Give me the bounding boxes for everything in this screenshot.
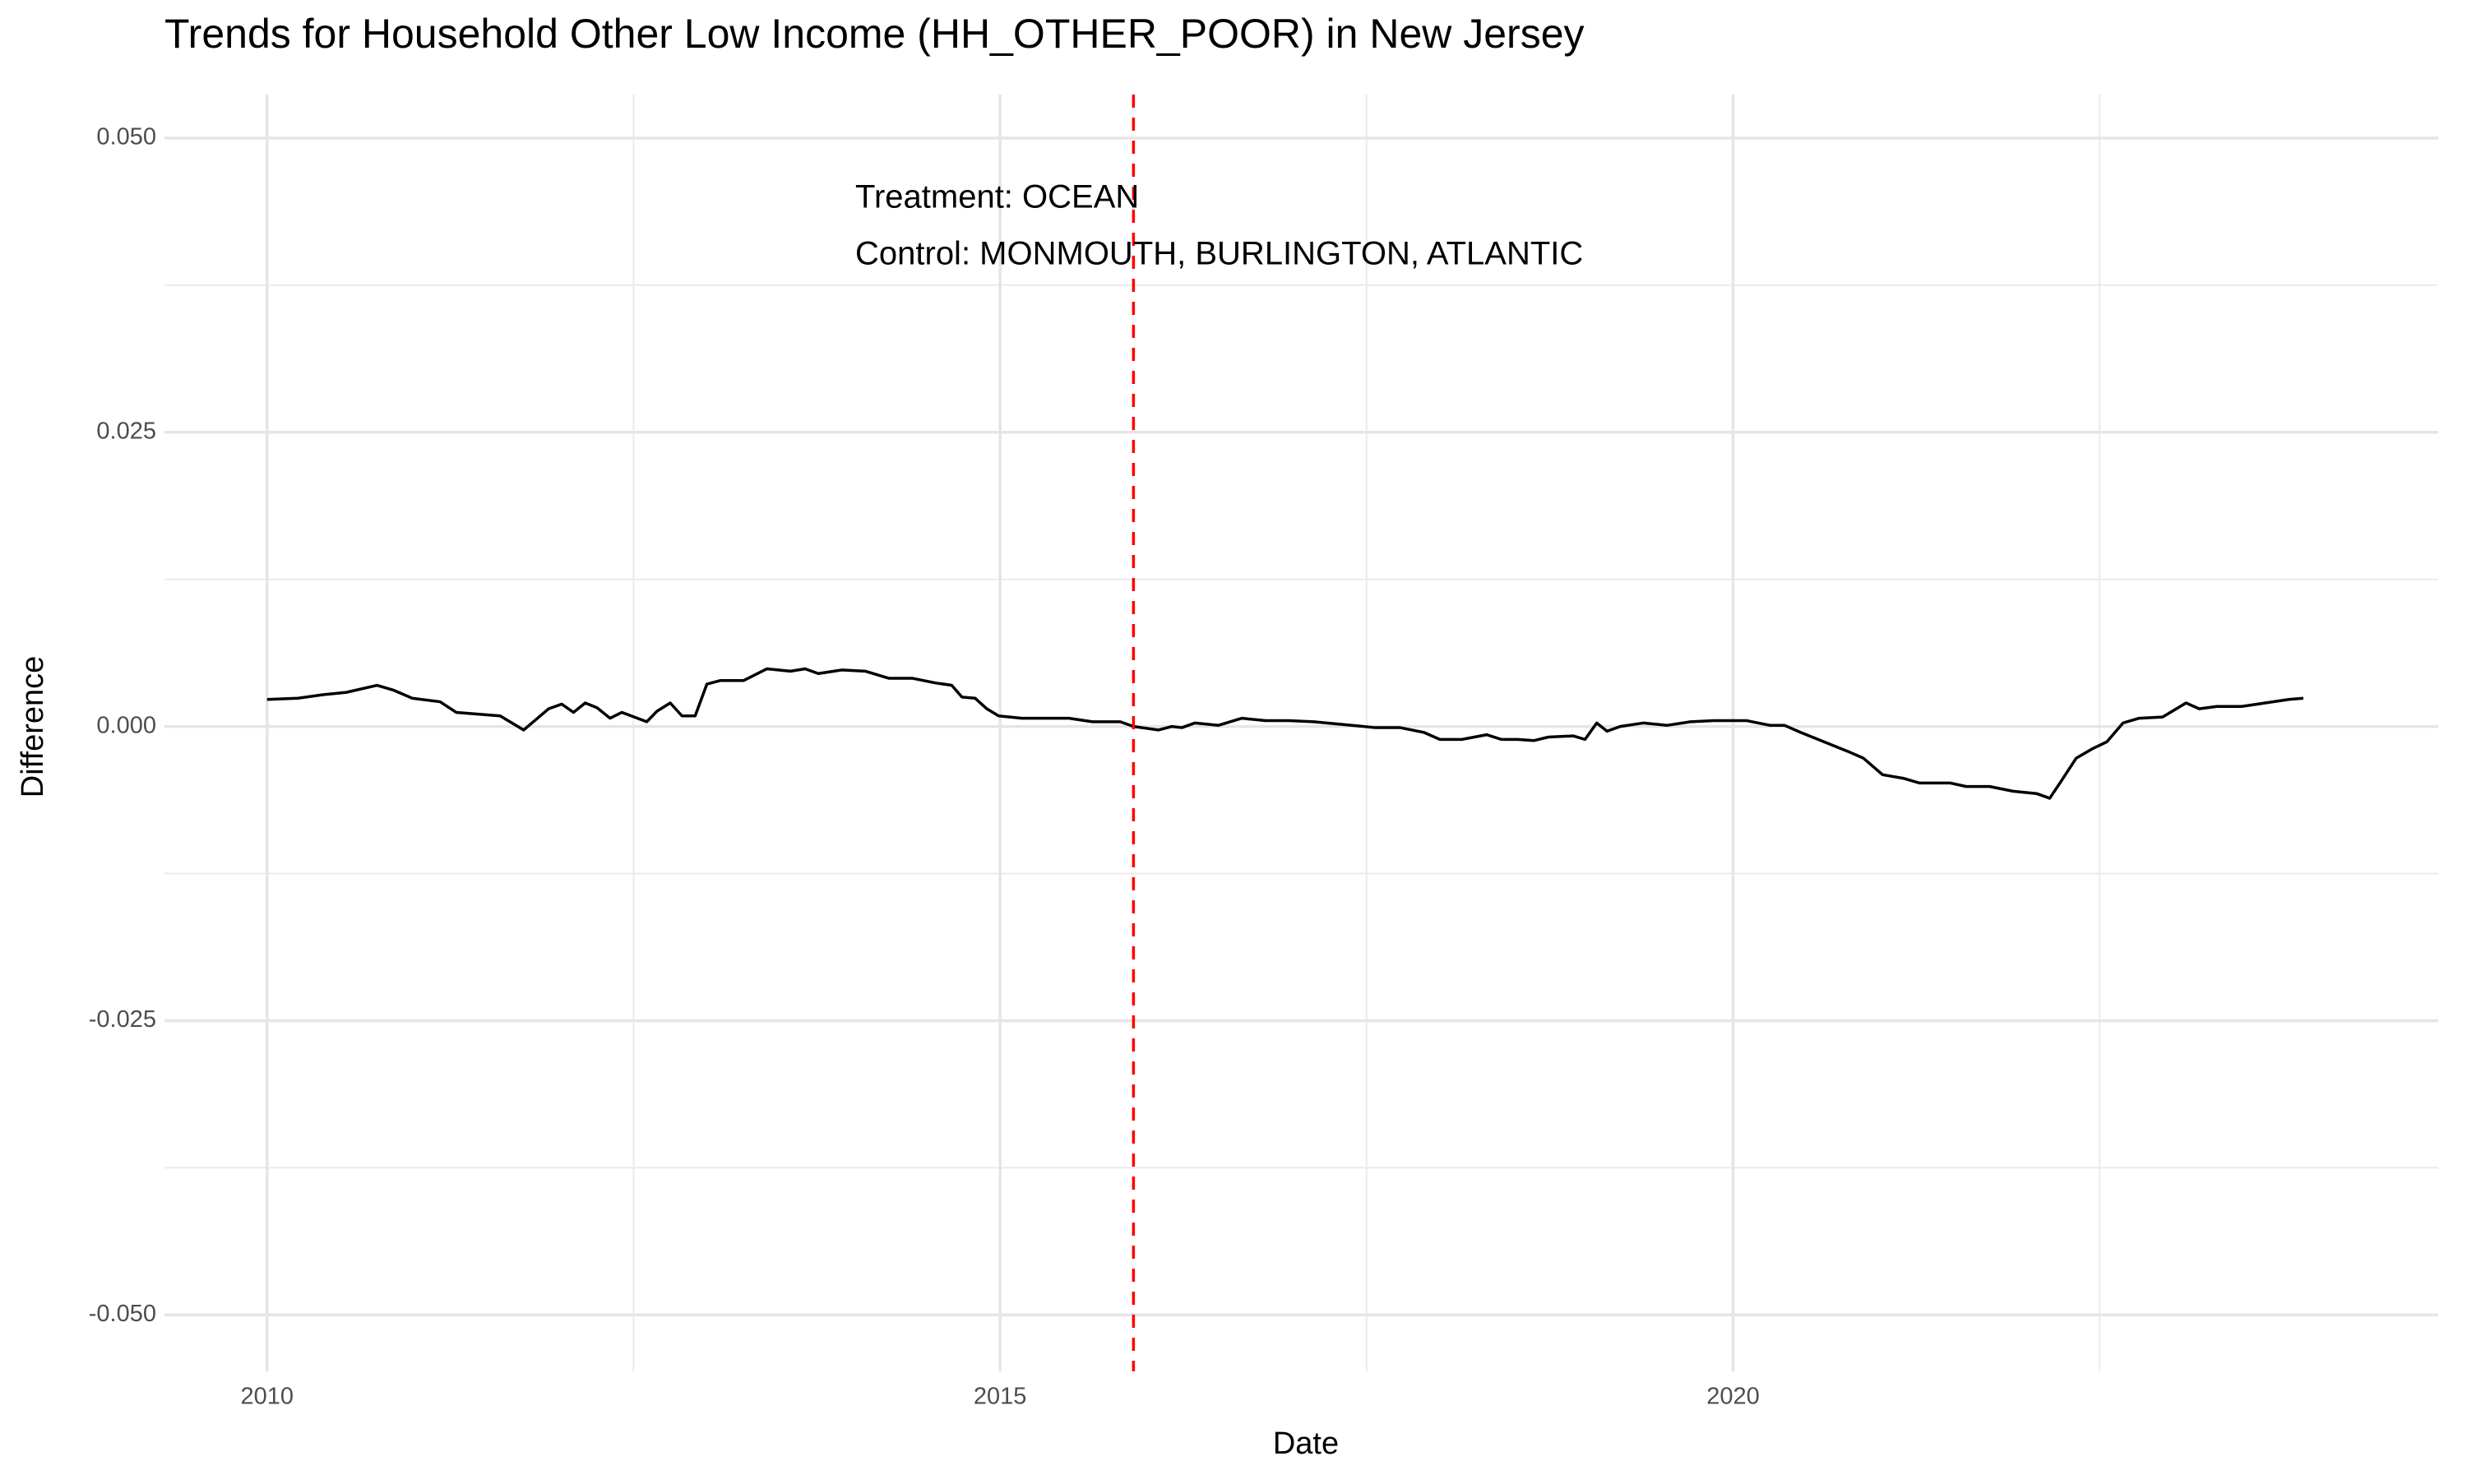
plot-area	[266, 95, 2304, 1371]
data-line	[266, 667, 2304, 800]
y-tick-label: 0.000	[96, 712, 156, 738]
y-tick-label: -0.025	[89, 1006, 156, 1033]
y-axis-title: Difference	[16, 656, 50, 798]
grid	[164, 95, 2438, 1371]
chart-title: Trends for Household Other Low Income (H…	[164, 11, 1585, 57]
y-tick-label: 0.050	[96, 124, 156, 150]
y-tick-label: -0.050	[89, 1301, 156, 1327]
x-tick-label: 2015	[974, 1384, 1027, 1410]
x-axis-title: Date	[1273, 1426, 1339, 1461]
annotation: Treatment: OCEAN	[855, 179, 1139, 215]
y-tick-label: 0.025	[96, 418, 156, 444]
annotation: Control: MONMOUTH, BURLINGTON, ATLANTIC	[855, 236, 1583, 272]
x-tick-label: 2020	[1706, 1384, 1760, 1410]
x-tick-label: 2010	[241, 1384, 294, 1410]
